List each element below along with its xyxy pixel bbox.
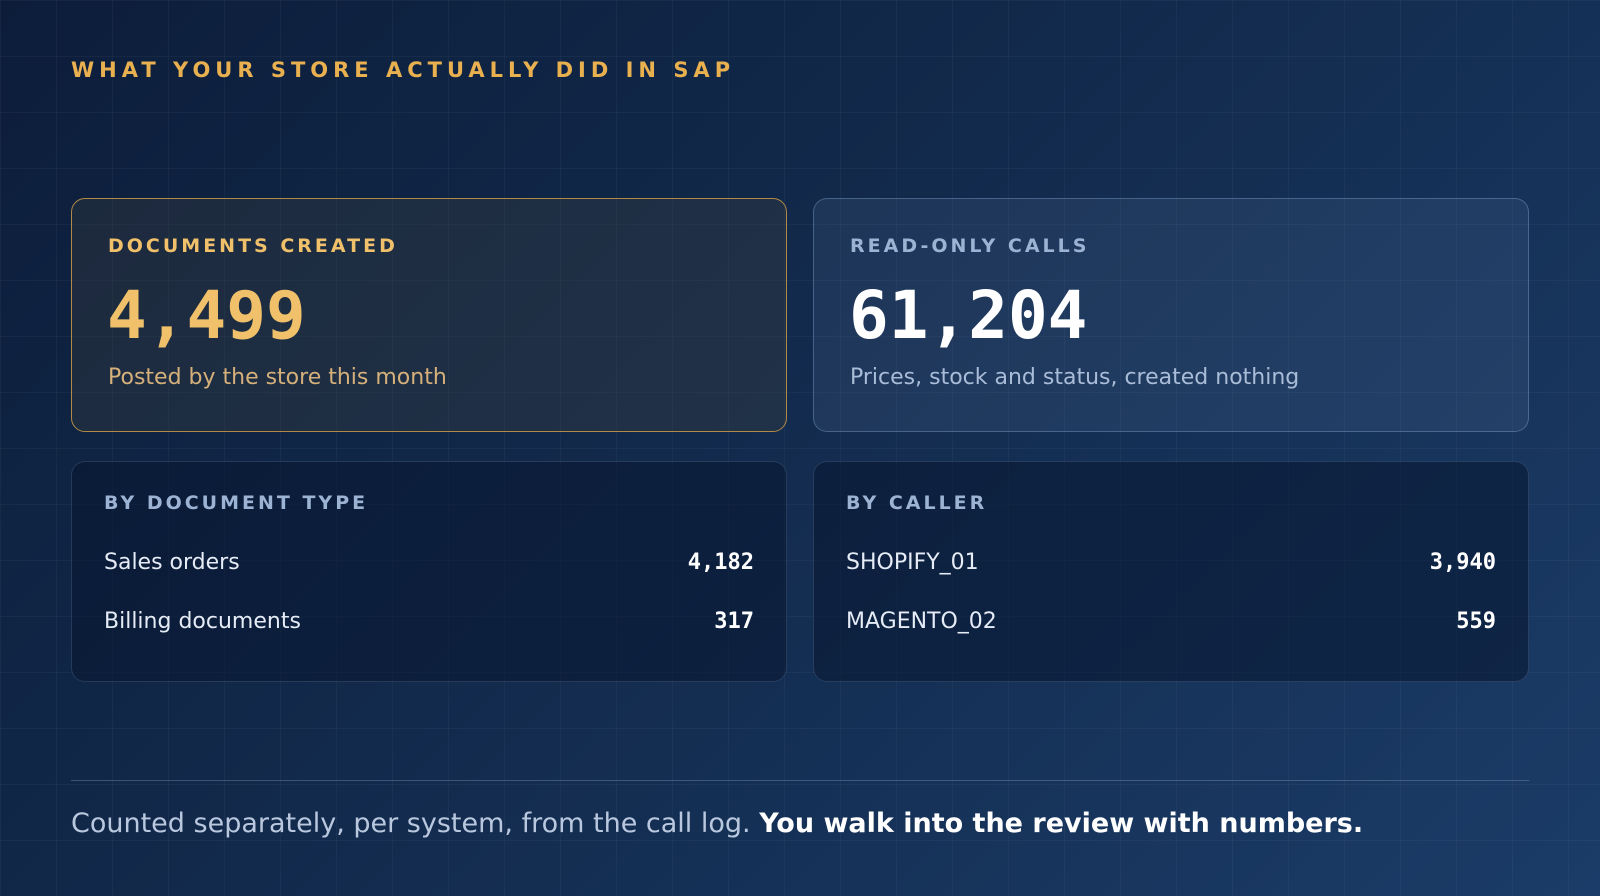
card-label: READ-ONLY CALLS bbox=[850, 235, 1090, 257]
row-value: 559 bbox=[1456, 609, 1496, 634]
breakdown-title: BY DOCUMENT TYPE bbox=[104, 492, 369, 514]
divider bbox=[71, 780, 1529, 781]
row-value: 317 bbox=[714, 609, 754, 634]
row-value: 3,940 bbox=[1429, 550, 1496, 575]
row-label: Sales orders bbox=[104, 550, 240, 575]
row-label: MAGENTO_02 bbox=[846, 609, 997, 634]
row-label: Billing documents bbox=[104, 609, 301, 634]
card-caption: Prices, stock and status, created nothin… bbox=[850, 365, 1300, 390]
metric-card: READ-ONLY CALLS 61,204 Prices, stock and… bbox=[813, 198, 1529, 432]
breakdown-card: BY CALLER SHOPIFY_01 3,940 MAGENTO_02 55… bbox=[813, 461, 1529, 682]
card-value: 4,499 bbox=[107, 277, 306, 354]
card-value: 61,204 bbox=[849, 277, 1088, 354]
breakdown-card: BY DOCUMENT TYPE Sales orders 4,182 Bill… bbox=[71, 461, 787, 682]
metric-card: DOCUMENTS CREATED 4,499 Posted by the st… bbox=[71, 198, 787, 432]
page-title: WHAT YOUR STORE ACTUALLY DID IN SAP bbox=[71, 58, 736, 82]
card-caption: Posted by the store this month bbox=[108, 365, 447, 390]
breakdown-title: BY CALLER bbox=[846, 492, 988, 514]
card-label: DOCUMENTS CREATED bbox=[108, 235, 398, 257]
footer-text: Counted separately, per system, from the… bbox=[71, 808, 751, 839]
footer-emphasis: You walk into the review with numbers. bbox=[759, 808, 1364, 839]
footer: Counted separately, per system, from the… bbox=[71, 808, 1363, 839]
row-value: 4,182 bbox=[687, 550, 754, 575]
row-label: SHOPIFY_01 bbox=[846, 550, 979, 575]
